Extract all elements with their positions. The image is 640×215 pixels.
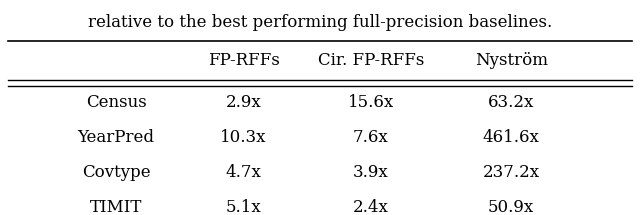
Text: relative to the best performing full-precision baselines.: relative to the best performing full-pre… (88, 14, 552, 31)
Text: 7.6x: 7.6x (353, 129, 389, 146)
Text: 63.2x: 63.2x (488, 94, 534, 111)
Text: 2.9x: 2.9x (226, 94, 261, 111)
Text: YearPred: YearPred (77, 129, 155, 146)
Text: Nyström: Nyström (475, 52, 548, 69)
Text: Cir. FP-RFFs: Cir. FP-RFFs (318, 52, 424, 69)
Text: Covtype: Covtype (82, 164, 150, 181)
Text: 5.1x: 5.1x (226, 199, 261, 215)
Text: 2.4x: 2.4x (353, 199, 389, 215)
Text: FP-RFFs: FP-RFFs (207, 52, 280, 69)
Text: 4.7x: 4.7x (225, 164, 262, 181)
Text: 461.6x: 461.6x (483, 129, 540, 146)
Text: 50.9x: 50.9x (488, 199, 534, 215)
Text: TIMIT: TIMIT (90, 199, 142, 215)
Text: 237.2x: 237.2x (483, 164, 540, 181)
Text: 3.9x: 3.9x (353, 164, 389, 181)
Text: 10.3x: 10.3x (220, 129, 267, 146)
Text: Census: Census (86, 94, 147, 111)
Text: 15.6x: 15.6x (348, 94, 394, 111)
